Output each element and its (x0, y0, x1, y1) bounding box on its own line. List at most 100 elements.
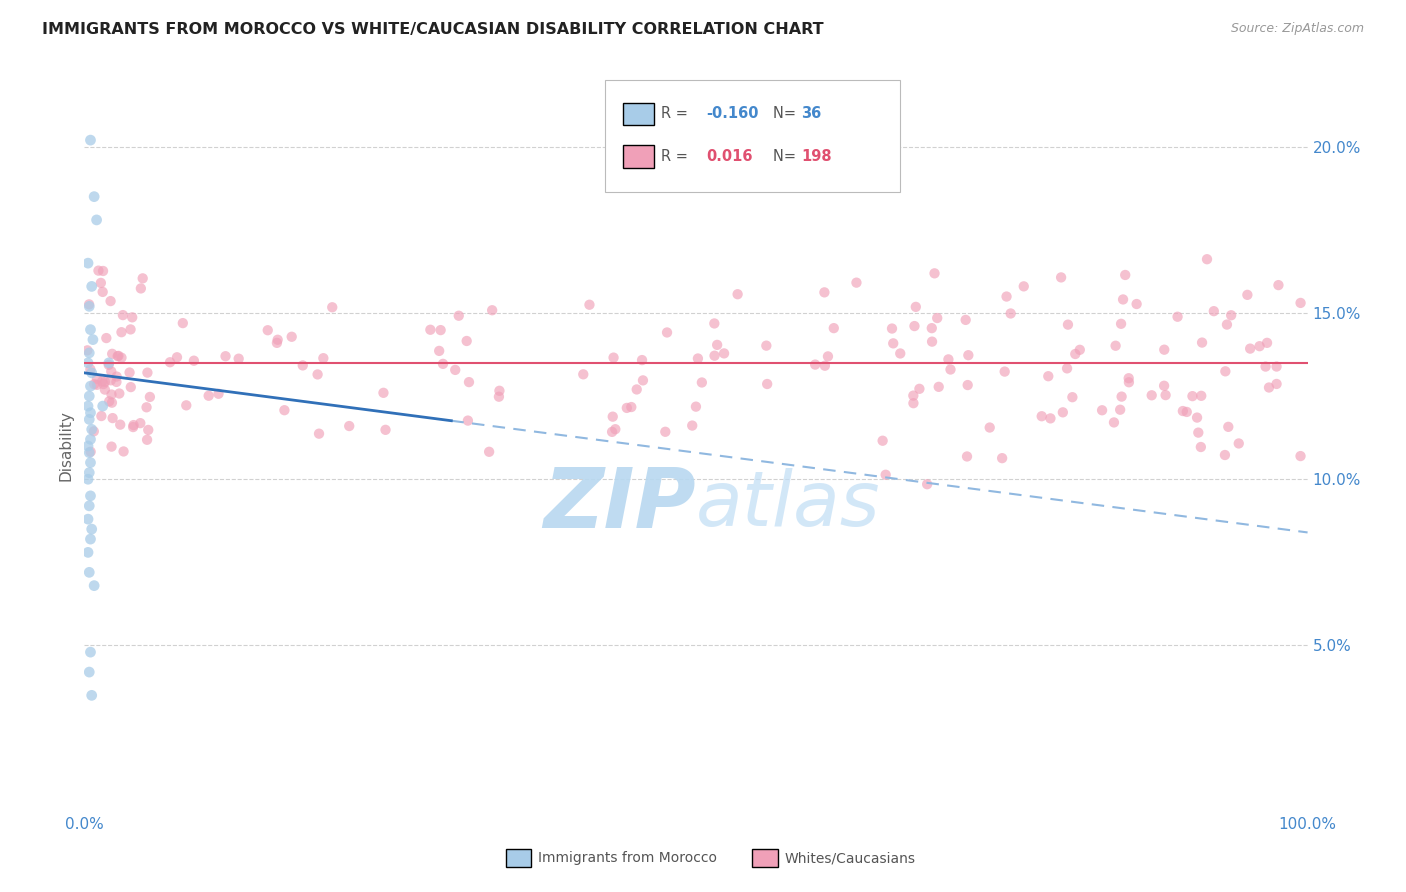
Point (880, 321, 903, 335)
Point (77, 346, 100, 360)
Point (1091, 403, 1114, 417)
Point (1154, 388, 1177, 402)
Point (77, 299, 100, 313)
Point (91, 399, 114, 413)
Point (79, 406, 101, 420)
Point (100, 294, 122, 309)
Point (1216, 318, 1239, 332)
Point (882, 336, 904, 351)
Point (108, 386, 131, 401)
Point (488, 390, 510, 404)
Point (166, 351, 188, 365)
Point (685, 400, 707, 414)
Point (77, 545, 100, 559)
Point (956, 378, 979, 392)
Point (1265, 359, 1288, 374)
Point (110, 351, 132, 365)
Point (444, 363, 467, 377)
Point (655, 326, 678, 340)
Point (626, 383, 648, 397)
Point (129, 416, 152, 430)
Point (1256, 335, 1278, 350)
Point (955, 313, 977, 327)
Point (631, 373, 654, 387)
Point (94, 383, 117, 397)
Point (100, 387, 122, 401)
Point (457, 414, 479, 428)
Point (755, 338, 778, 352)
Point (1104, 339, 1126, 353)
Point (105, 375, 128, 389)
Point (1202, 304, 1225, 318)
Text: 0.016: 0.016 (706, 149, 752, 163)
Point (1185, 410, 1208, 425)
Point (91, 264, 114, 278)
Point (337, 419, 360, 434)
Point (1012, 279, 1035, 293)
Point (77, 412, 100, 426)
Point (77, 256, 100, 270)
Point (118, 366, 141, 380)
Point (488, 384, 510, 398)
Point (77, 399, 100, 413)
Point (616, 401, 638, 415)
Text: ZIP: ZIP (543, 464, 696, 545)
Point (814, 359, 837, 373)
Text: N=: N= (773, 149, 801, 163)
Point (1189, 440, 1212, 454)
Point (79, 489, 101, 503)
Point (312, 351, 335, 366)
Point (266, 335, 288, 350)
Point (122, 420, 145, 434)
Point (266, 333, 288, 347)
Point (690, 376, 713, 390)
Text: 198: 198 (801, 149, 832, 163)
Point (1249, 339, 1271, 353)
Point (631, 353, 654, 368)
Point (813, 285, 835, 300)
Point (136, 423, 159, 437)
Point (136, 433, 159, 447)
Point (110, 417, 132, 432)
Point (1125, 297, 1147, 311)
Point (100, 364, 122, 378)
Point (817, 350, 839, 364)
Point (79, 456, 101, 470)
Point (1218, 420, 1240, 434)
Text: Whites/Caucasians: Whites/Caucasians (785, 851, 915, 865)
Point (994, 365, 1017, 379)
Point (1064, 347, 1087, 361)
Point (1267, 278, 1289, 293)
Point (77, 512, 100, 526)
Point (139, 390, 162, 404)
Point (578, 298, 600, 312)
Point (419, 323, 441, 337)
Point (101, 347, 124, 361)
Point (107, 349, 129, 363)
Point (938, 352, 960, 367)
Point (91, 375, 114, 389)
Point (77, 472, 100, 486)
Point (1140, 388, 1163, 402)
Point (427, 343, 450, 358)
Point (77, 499, 100, 513)
Point (1052, 405, 1074, 419)
Point (93, 377, 115, 392)
Point (98, 394, 121, 409)
Text: IMMIGRANTS FROM MOROCCO VS WHITE/CAUCASIAN DISABILITY CORRELATION CHART: IMMIGRANTS FROM MOROCCO VS WHITE/CAUCASI… (42, 22, 824, 37)
Point (804, 358, 827, 372)
Point (159, 355, 181, 369)
Point (447, 309, 470, 323)
Point (429, 323, 451, 337)
Point (82, 333, 104, 347)
Point (1175, 405, 1198, 419)
Point (1050, 270, 1073, 285)
Point (600, 425, 623, 439)
Point (1187, 425, 1209, 440)
Point (572, 368, 595, 382)
Point (1258, 380, 1281, 394)
Point (79, 323, 101, 337)
Point (83, 579, 105, 593)
Point (1227, 436, 1250, 450)
Point (136, 366, 159, 380)
